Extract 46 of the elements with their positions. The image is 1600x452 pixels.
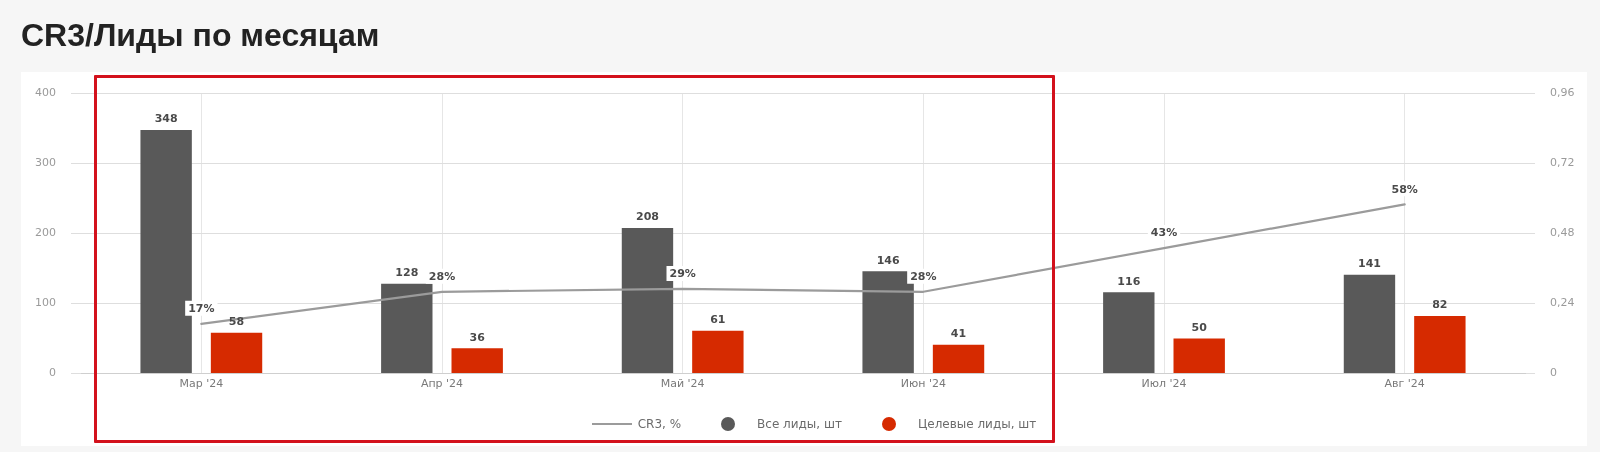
data-label: 58% bbox=[1391, 182, 1418, 196]
data-label: 128 bbox=[395, 266, 419, 280]
legend-label: Целевые лиды, шт bbox=[917, 417, 1037, 431]
data-label: 208 bbox=[635, 210, 659, 224]
bar bbox=[1173, 338, 1225, 373]
x-tick-label: Мар '24 bbox=[179, 376, 224, 390]
data-label: 28% bbox=[910, 270, 937, 284]
y-tick-label: 200 bbox=[35, 226, 56, 240]
data-label: 43% bbox=[1150, 226, 1178, 240]
data-label: 146 bbox=[876, 253, 900, 267]
x-tick-label: Май '24 bbox=[660, 376, 705, 390]
y2-tick-label: 0,48 bbox=[1550, 226, 1575, 240]
chart-title: CR3/Лиды по месяцам bbox=[21, 17, 380, 54]
data-label: 41 bbox=[950, 327, 967, 341]
bar bbox=[932, 344, 985, 373]
legend-label: Все лиды, шт bbox=[757, 417, 842, 431]
bar bbox=[1343, 274, 1396, 373]
data-label: 28% bbox=[428, 270, 456, 284]
data-label: 50 bbox=[1191, 320, 1208, 334]
x-tick-label: Апр '24 bbox=[420, 376, 464, 390]
y2-tick-label: 0,96 bbox=[1550, 86, 1575, 100]
data-label: 82 bbox=[1432, 298, 1448, 312]
y2-tick-label: 0,72 bbox=[1550, 156, 1575, 170]
y2-tick-label: 0 bbox=[1550, 366, 1557, 380]
y-tick-label: 100 bbox=[35, 296, 56, 310]
bar bbox=[692, 330, 744, 373]
data-label: 17% bbox=[188, 302, 215, 316]
bar bbox=[1103, 292, 1155, 373]
y-tick-label: 300 bbox=[35, 156, 56, 170]
y-tick-label: 0 bbox=[49, 366, 56, 380]
data-label: 61 bbox=[710, 313, 726, 327]
bar bbox=[1414, 316, 1466, 373]
y-tick-label: 400 bbox=[35, 86, 56, 100]
bar bbox=[451, 348, 503, 373]
data-label: 141 bbox=[1357, 257, 1381, 271]
x-tick-label: Июл '24 bbox=[1141, 376, 1187, 390]
legend-label: CR3, % bbox=[637, 417, 682, 431]
data-label: 36 bbox=[469, 330, 486, 344]
x-tick-label: Июн '24 bbox=[900, 376, 946, 390]
data-label: 348 bbox=[154, 112, 178, 126]
y2-tick-label: 0,24 bbox=[1550, 296, 1575, 310]
bar bbox=[210, 332, 263, 373]
data-label: 116 bbox=[1117, 274, 1141, 288]
x-tick-label: Авг '24 bbox=[1384, 376, 1425, 390]
bar bbox=[381, 283, 433, 373]
data-label: 29% bbox=[669, 267, 696, 281]
